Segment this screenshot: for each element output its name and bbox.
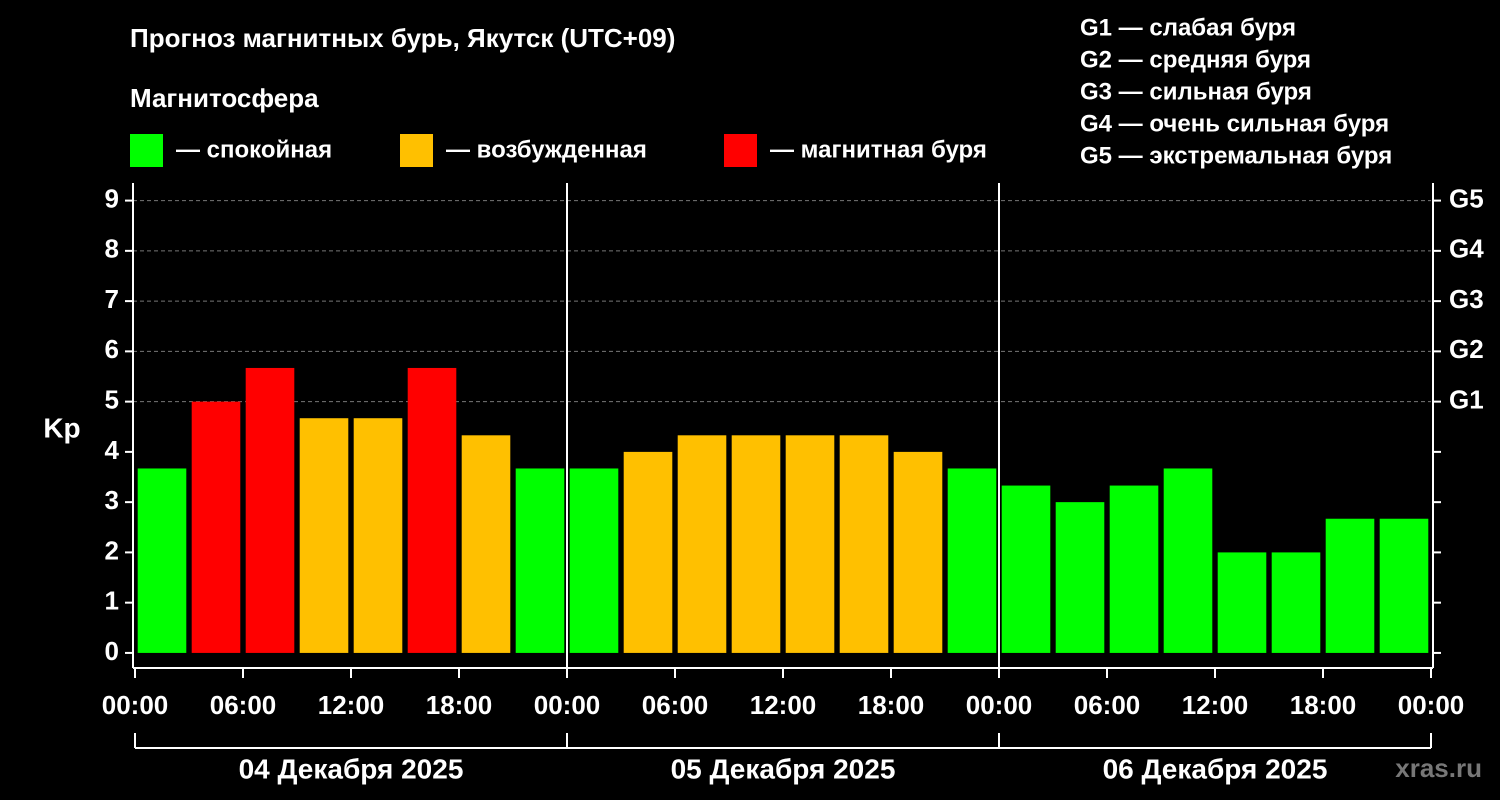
- y-tick-label: 9: [105, 183, 119, 213]
- y2-tick-label: G5: [1449, 183, 1484, 213]
- x-tick-label: 00:00: [534, 690, 601, 720]
- x-tick-label: 00:00: [102, 690, 169, 720]
- x-tick-label: 18:00: [1290, 690, 1357, 720]
- chart-title: Прогноз магнитных бурь, Якутск (UTC+09): [130, 23, 675, 53]
- bar: [1001, 485, 1051, 653]
- bar: [1325, 518, 1375, 653]
- subtitle: Магнитосфера: [130, 83, 319, 113]
- bar: [1163, 468, 1213, 653]
- bar: [839, 435, 889, 653]
- bar: [1109, 485, 1159, 653]
- y-axis-label: Kp: [43, 412, 80, 443]
- bar: [1379, 518, 1429, 653]
- bar: [1217, 552, 1267, 653]
- watermark: xras.ru: [1395, 753, 1482, 783]
- x-tick-label: 18:00: [426, 690, 493, 720]
- day-label: 06 Декабря 2025: [1103, 753, 1328, 784]
- x-tick-label: 00:00: [1398, 690, 1465, 720]
- scale-legend-item: G1 — слабая буря: [1080, 14, 1296, 41]
- y2-tick-label: G4: [1449, 234, 1484, 264]
- bar: [461, 435, 511, 653]
- y2-tick-label: G2: [1449, 334, 1484, 364]
- y-tick-label: 1: [105, 586, 119, 616]
- y-tick-label: 4: [105, 435, 120, 465]
- scale-legend-item: G3 — сильная буря: [1080, 78, 1312, 105]
- legend-swatch: [724, 134, 757, 167]
- bar: [1055, 502, 1105, 653]
- legend-swatch: [130, 134, 163, 167]
- bar: [677, 435, 727, 653]
- bar: [623, 451, 673, 653]
- x-tick-label: 12:00: [1182, 690, 1249, 720]
- x-tick-label: 12:00: [318, 690, 385, 720]
- bar: [407, 367, 457, 653]
- x-tick-label: 00:00: [966, 690, 1033, 720]
- day-label: 04 Декабря 2025: [239, 753, 464, 784]
- y-tick-label: 8: [105, 234, 119, 264]
- y2-tick-label: G1: [1449, 385, 1484, 415]
- bar: [1271, 552, 1321, 653]
- y-tick-label: 2: [105, 535, 119, 565]
- y2-tick-label: G3: [1449, 284, 1484, 314]
- legend-swatch: [400, 134, 433, 167]
- y-tick-label: 7: [105, 284, 119, 314]
- y-tick-label: 0: [105, 636, 119, 666]
- bar: [191, 401, 241, 653]
- x-tick-label: 12:00: [750, 690, 817, 720]
- bar: [893, 451, 943, 653]
- bar: [137, 468, 187, 653]
- bar: [299, 418, 349, 653]
- bar: [785, 435, 835, 653]
- x-tick-label: 06:00: [210, 690, 277, 720]
- bar: [245, 367, 295, 653]
- bar: [569, 468, 619, 653]
- x-tick-label: 18:00: [858, 690, 925, 720]
- y-tick-label: 6: [105, 334, 119, 364]
- scale-legend-item: G2 — средняя буря: [1080, 46, 1311, 73]
- legend-label: — спокойная: [176, 136, 332, 163]
- bar: [947, 468, 997, 653]
- bar: [515, 468, 565, 653]
- y-tick-label: 3: [105, 485, 119, 515]
- bar: [731, 435, 781, 653]
- x-tick-label: 06:00: [1074, 690, 1141, 720]
- day-label: 05 Декабря 2025: [671, 753, 896, 784]
- legend-label: — возбужденная: [446, 136, 647, 163]
- legend-label: — магнитная буря: [770, 136, 987, 163]
- scale-legend-item: G5 — экстремальная буря: [1080, 142, 1392, 169]
- scale-legend-item: G4 — очень сильная буря: [1080, 110, 1389, 137]
- x-tick-label: 06:00: [642, 690, 709, 720]
- bar: [353, 418, 403, 653]
- y-tick-label: 5: [105, 385, 119, 415]
